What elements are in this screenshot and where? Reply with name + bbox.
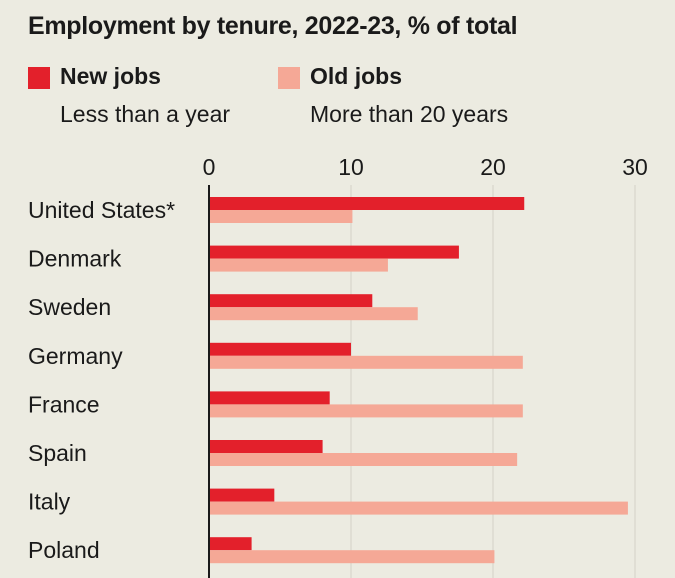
bar-new-jobs-3	[209, 342, 351, 356]
category-label: Spain	[28, 440, 87, 466]
legend-label-old-jobs: Old jobs	[310, 63, 402, 89]
bar-old-jobs-5	[209, 453, 518, 466]
x-tick-label-20: 20	[480, 154, 506, 180]
legend-sublabel-new-jobs: Less than a year	[60, 101, 231, 127]
category-label: Sweden	[28, 294, 111, 320]
bar-old-jobs-4	[209, 404, 523, 418]
bar-old-jobs-0	[209, 210, 353, 223]
legend-label-new-jobs: New jobs	[60, 63, 161, 89]
bar-old-jobs-1	[209, 258, 388, 272]
bar-new-jobs-5	[209, 440, 323, 453]
bar-new-jobs-2	[209, 294, 373, 308]
bar-new-jobs-4	[209, 391, 330, 405]
category-label: France	[28, 391, 100, 417]
legend-swatch-new-jobs	[28, 67, 50, 89]
x-tick-label-30: 30	[622, 154, 648, 180]
bar-new-jobs-0	[209, 197, 525, 210]
x-tick-label-0: 0	[203, 154, 216, 180]
bar-new-jobs-1	[209, 245, 459, 259]
category-label: Italy	[28, 489, 71, 515]
legend-swatch-old-jobs	[278, 67, 300, 89]
category-label: Poland	[28, 537, 100, 563]
category-label: United States*	[28, 197, 175, 223]
legend-sublabel-old-jobs: More than 20 years	[310, 101, 509, 127]
category-label: Germany	[28, 343, 123, 369]
category-label: Denmark	[28, 246, 122, 272]
bar-new-jobs-6	[209, 488, 275, 502]
bar-old-jobs-6	[209, 501, 628, 515]
bar-old-jobs-2	[209, 307, 418, 321]
chart-title: Employment by tenure, 2022-23, % of tota…	[28, 12, 518, 40]
x-tick-label-10: 10	[338, 154, 364, 180]
bar-old-jobs-7	[209, 550, 495, 564]
bar-old-jobs-3	[209, 355, 523, 369]
bar-new-jobs-7	[209, 537, 252, 551]
